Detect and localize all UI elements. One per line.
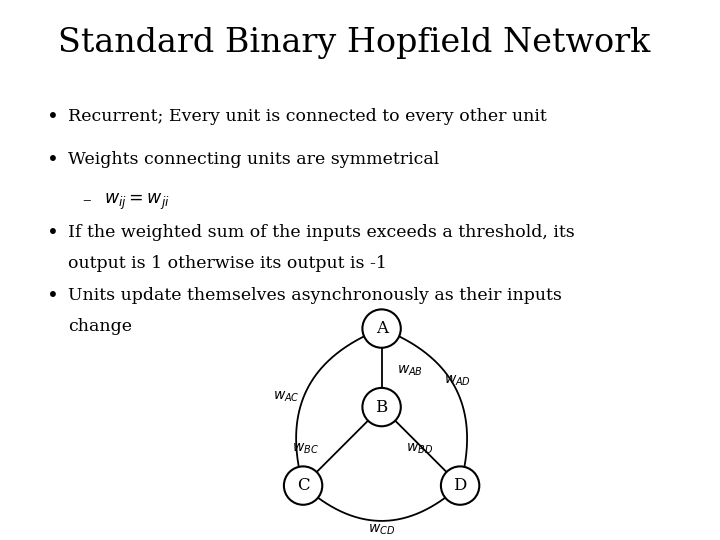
Text: •: • bbox=[47, 151, 58, 170]
Text: A: A bbox=[376, 320, 387, 337]
Text: •: • bbox=[47, 108, 58, 127]
Text: $w_{AD}$: $w_{AD}$ bbox=[444, 374, 472, 388]
Text: –: – bbox=[83, 192, 102, 208]
Text: B: B bbox=[375, 399, 388, 416]
Circle shape bbox=[362, 309, 401, 348]
Circle shape bbox=[362, 388, 401, 426]
Text: D: D bbox=[454, 477, 467, 494]
Text: Units update themselves asynchronously as their inputs: Units update themselves asynchronously a… bbox=[68, 287, 562, 304]
Text: output is 1 otherwise its output is -1: output is 1 otherwise its output is -1 bbox=[68, 255, 387, 272]
Text: $w_{AC}$: $w_{AC}$ bbox=[273, 389, 300, 404]
Text: Recurrent; Every unit is connected to every other unit: Recurrent; Every unit is connected to ev… bbox=[68, 108, 547, 125]
Text: •: • bbox=[47, 287, 58, 306]
Circle shape bbox=[284, 467, 323, 505]
Text: $w_{BD}$: $w_{BD}$ bbox=[406, 442, 433, 456]
Text: C: C bbox=[297, 477, 310, 494]
Text: $w_{BC}$: $w_{BC}$ bbox=[292, 442, 319, 456]
Text: $w_{ij} = w_{ji}$: $w_{ij} = w_{ji}$ bbox=[104, 192, 170, 212]
Text: $w_{AB}$: $w_{AB}$ bbox=[397, 363, 423, 377]
Text: Standard Binary Hopfield Network: Standard Binary Hopfield Network bbox=[58, 27, 650, 59]
Text: change: change bbox=[68, 318, 132, 334]
Text: $w_{CD}$: $w_{CD}$ bbox=[368, 522, 395, 537]
Circle shape bbox=[441, 467, 480, 505]
Text: If the weighted sum of the inputs exceeds a threshold, its: If the weighted sum of the inputs exceed… bbox=[68, 224, 575, 241]
Text: •: • bbox=[47, 224, 58, 243]
Text: Weights connecting units are symmetrical: Weights connecting units are symmetrical bbox=[68, 151, 440, 168]
